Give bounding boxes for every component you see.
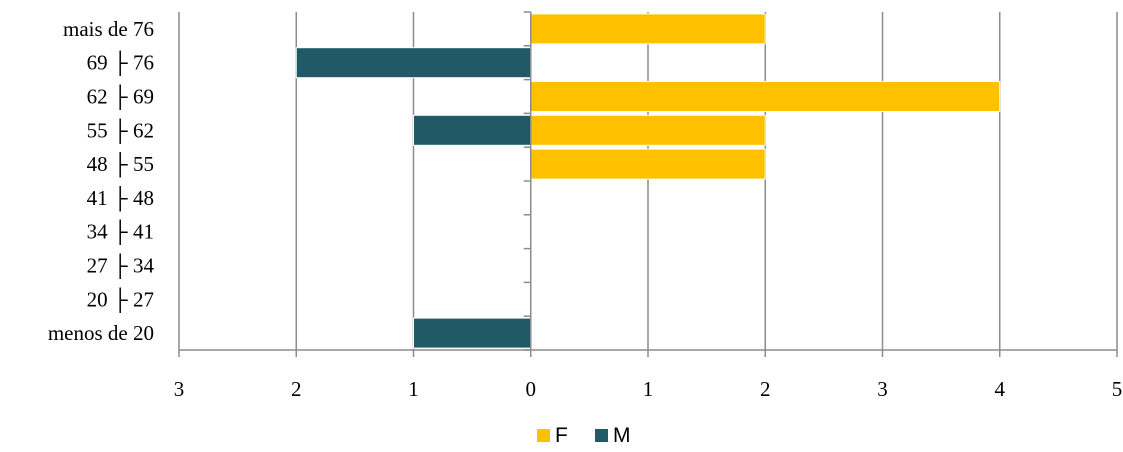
category-label-4: 48 ├ 55 (87, 151, 154, 178)
category-label-2: 62 ├ 69 (87, 84, 154, 111)
category-label-8: 20 ├ 27 (87, 286, 154, 313)
bars (295, 13, 1001, 349)
x-tick-label-5: 2 (760, 377, 771, 401)
x-tick-label-1: 2 (291, 377, 302, 401)
legend-swatch-M (595, 429, 608, 442)
x-tick-label-7: 4 (995, 377, 1006, 401)
x-tick-label-6: 3 (877, 377, 888, 401)
x-tick-labels: 3 2 1 0 1 2 3 4 5 (174, 377, 1123, 401)
bar-M-1 (295, 47, 532, 79)
axes (178, 11, 1118, 357)
category-label-5: 41 ├ 48 (87, 185, 154, 212)
category-label-3: 55 ├ 62 (87, 117, 154, 144)
legend-label-F: F (555, 424, 568, 447)
x-tick-label-8: 5 (1112, 377, 1123, 401)
category-label-7: 27 ├ 34 (87, 253, 155, 280)
bar-M-9 (413, 317, 532, 349)
category-labels: mais de 76 69 ├ 76 62 ├ 69 55 ├ 62 48 ├ 55 41… (48, 17, 155, 345)
bar-M-3 (413, 114, 532, 146)
bar-F-4 (530, 148, 766, 180)
x-tick-label-0: 3 (174, 377, 185, 401)
category-label-6: 34 ├ 41 (87, 219, 154, 246)
bar-F-2 (530, 81, 1001, 112)
legend-swatch-F (537, 429, 550, 442)
bar-F-0 (530, 13, 766, 45)
legend-label-M: M (613, 424, 631, 447)
x-tick-label-2: 1 (408, 377, 419, 401)
bar-F-3 (530, 114, 766, 146)
category-label-1: 69 ├ 76 (87, 50, 154, 77)
category-label-0: mais de 76 (63, 17, 154, 41)
category-label-9: menos de 20 (48, 321, 154, 345)
x-tick-label-4: 1 (643, 377, 654, 401)
x-tick-label-3: 0 (526, 377, 537, 401)
